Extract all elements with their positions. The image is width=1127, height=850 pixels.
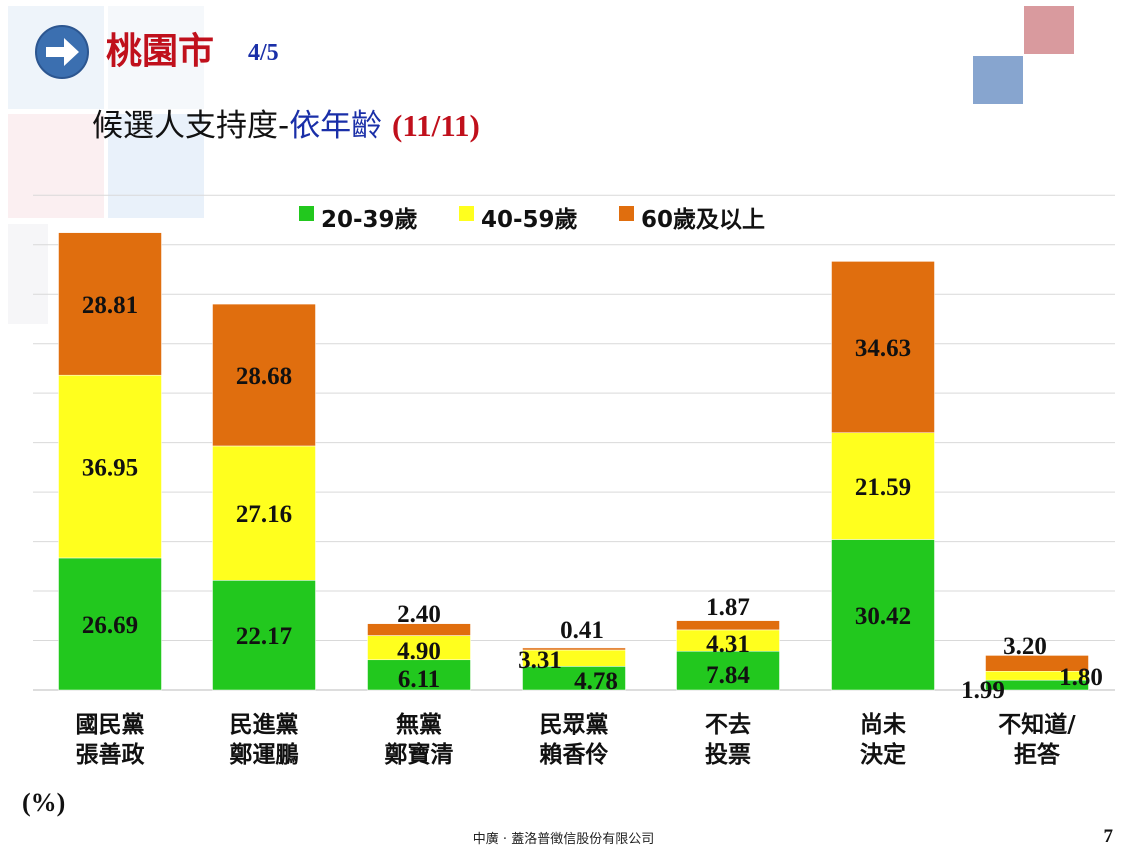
data-label: 28.81 [82, 292, 138, 319]
data-label: 3.31 [518, 647, 562, 674]
data-label: 4.90 [397, 638, 441, 665]
data-label: 4.31 [706, 631, 750, 658]
data-label: 4.78 [574, 668, 618, 695]
bar-segment [212, 580, 316, 691]
page-title: 桃園市 [106, 31, 215, 72]
category-label: 張善政 [76, 741, 146, 768]
data-label: 30.42 [855, 603, 911, 630]
data-label: 36.95 [82, 455, 138, 482]
data-label: 0.41 [560, 617, 604, 644]
data-label: 6.11 [398, 666, 440, 693]
unit-label: (%) [22, 788, 66, 817]
data-label: 3.20 [1003, 633, 1047, 660]
data-label: 34.63 [855, 335, 911, 362]
deco-square-blue [973, 56, 1023, 104]
data-label: 26.69 [82, 612, 138, 639]
data-label: 2.40 [397, 601, 441, 628]
legend-swatch [619, 206, 634, 221]
bar-segment [985, 655, 1089, 672]
bar-segment [831, 432, 935, 540]
deco-square-red [1024, 6, 1074, 54]
legend-swatch [459, 206, 474, 221]
footer-company: 中廣 · 蓋洛普徵信股份有限公司 [472, 832, 655, 847]
bar-segment [367, 659, 471, 691]
bar-segment [212, 303, 316, 447]
category-label: 賴香伶 [540, 741, 609, 768]
page-number: 7 [1103, 826, 1114, 847]
bar-segment [212, 445, 316, 581]
data-label: 28.68 [236, 363, 292, 390]
subtitle-highlight: 依年齡 [289, 108, 383, 144]
subtitle-prefix: 候選人支持度- [92, 108, 290, 144]
data-label: 27.16 [236, 501, 292, 528]
next-slide-button[interactable] [34, 24, 90, 80]
legend-entry: 60歲及以上 [641, 207, 765, 233]
category-label: 民進黨 [230, 712, 299, 738]
data-label: 1.87 [706, 594, 750, 621]
bar-segment [522, 647, 626, 651]
data-label: 21.59 [855, 474, 911, 501]
bar-segment [58, 374, 162, 559]
chart-subtitle: 候選人支持度-依年齡 (11/11) [92, 100, 480, 145]
deco-square [108, 6, 204, 109]
arrow-right-icon [35, 25, 89, 79]
bar-segment [831, 539, 935, 691]
category-label: 不知道/ [998, 711, 1076, 738]
subtitle-date: (11/11) [392, 108, 480, 143]
category-label: 拒答 [1014, 741, 1061, 768]
legend-entry: 40-59歲 [481, 207, 578, 233]
category-label: 民眾黨 [540, 712, 609, 738]
bar-segment [58, 232, 162, 376]
data-label: 1.80 [1059, 664, 1103, 691]
data-label: 22.17 [236, 623, 292, 650]
bar-segment [58, 557, 162, 691]
category-label: 鄭寶清 [385, 741, 454, 768]
category-label: 尚未 [860, 712, 906, 738]
category-label: 投票 [705, 742, 751, 768]
data-label: 7.84 [706, 662, 750, 689]
category-label: 不去 [705, 712, 751, 738]
deco-square [8, 114, 104, 218]
data-label: 1.99 [961, 677, 1005, 704]
legend-entry: 20-39歲 [321, 207, 418, 233]
bar-segment [676, 620, 780, 631]
category-label: 決定 [860, 741, 906, 768]
legend-swatch [299, 206, 314, 221]
deco-square [8, 224, 48, 324]
bar-segment [367, 623, 471, 636]
bar-segment [676, 650, 780, 691]
deco-square [108, 114, 204, 218]
bar-segment [367, 635, 471, 661]
category-label: 無黨 [396, 712, 442, 738]
category-label: 鄭運鵬 [230, 741, 299, 768]
page-indicator: 4/5 [248, 40, 279, 66]
bar-segment [831, 261, 935, 433]
category-label: 國民黨 [76, 712, 145, 738]
